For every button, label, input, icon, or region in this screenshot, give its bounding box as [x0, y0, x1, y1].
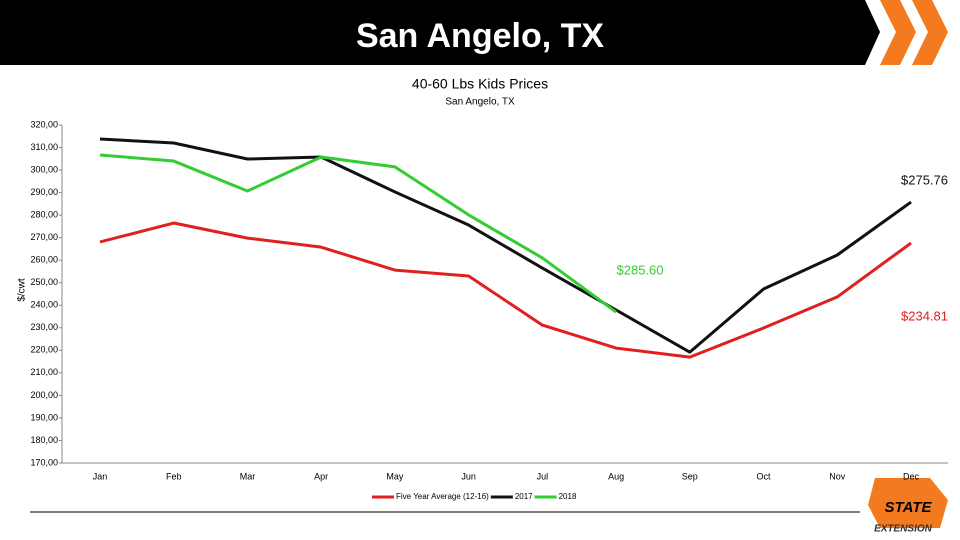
x-tick-label: Jul	[537, 471, 549, 481]
annotation: $275.76	[901, 172, 948, 187]
y-tick-label: 270,00	[30, 232, 58, 242]
x-tick-label: Dec	[903, 471, 920, 481]
y-tick-label: 210,00	[30, 367, 58, 377]
x-tick-label: Nov	[829, 471, 846, 481]
logo: STATE EXTENSION	[868, 478, 948, 535]
header-band	[0, 0, 880, 65]
chevron	[880, 0, 916, 65]
y-tick-label: 200,00	[30, 390, 58, 400]
legend-label: Five Year Average (12-16)	[396, 492, 489, 501]
legend-label: 2018	[559, 492, 577, 501]
chart-title: 40-60 Lbs Kids Prices	[412, 76, 548, 92]
x-tick-label: Mar	[240, 471, 256, 481]
logo-shape	[868, 478, 948, 528]
x-tick-label: Sep	[682, 471, 698, 481]
series-line	[99, 221, 912, 359]
chevron	[912, 0, 948, 65]
x-tick-label: May	[386, 471, 404, 481]
y-tick-label: 280,00	[30, 210, 58, 220]
y-tick-label: 180,00	[30, 435, 58, 445]
y-tick-label: 300,00	[30, 164, 58, 174]
logo-text: STATE	[885, 499, 933, 516]
x-tick-label: Jan	[93, 471, 108, 481]
logo-text: EXTENSION	[874, 524, 933, 535]
y-tick-label: 190,00	[30, 412, 58, 422]
y-tick-label: 260,00	[30, 255, 58, 265]
legend-label: 2017	[515, 492, 533, 501]
x-tick-label: Aug	[608, 471, 624, 481]
x-tick-label: Feb	[166, 471, 182, 481]
y-tick-label: 320,00	[30, 119, 58, 129]
chart-subtitle: San Angelo, TX	[445, 97, 515, 108]
y-tick-label: 240,00	[30, 300, 58, 310]
y-tick-label: 170,00	[30, 457, 58, 467]
series-line	[99, 153, 617, 314]
y-tick-label: 290,00	[30, 187, 58, 197]
y-tick-label: 310,00	[30, 142, 58, 152]
y-tick-label: 250,00	[30, 277, 58, 287]
y-tick-label: 220,00	[30, 345, 58, 355]
y-tick-label: 230,00	[30, 322, 58, 332]
x-tick-label: Jun	[461, 471, 476, 481]
annotation: $285.60	[617, 262, 664, 277]
annotation: $234.81	[901, 308, 948, 323]
y-axis-label: $/cwt	[17, 278, 28, 302]
page-title: San Angelo, TX	[356, 17, 604, 55]
x-tick-label: Apr	[314, 471, 328, 481]
series-line	[99, 137, 912, 354]
x-tick-label: Oct	[757, 471, 772, 481]
